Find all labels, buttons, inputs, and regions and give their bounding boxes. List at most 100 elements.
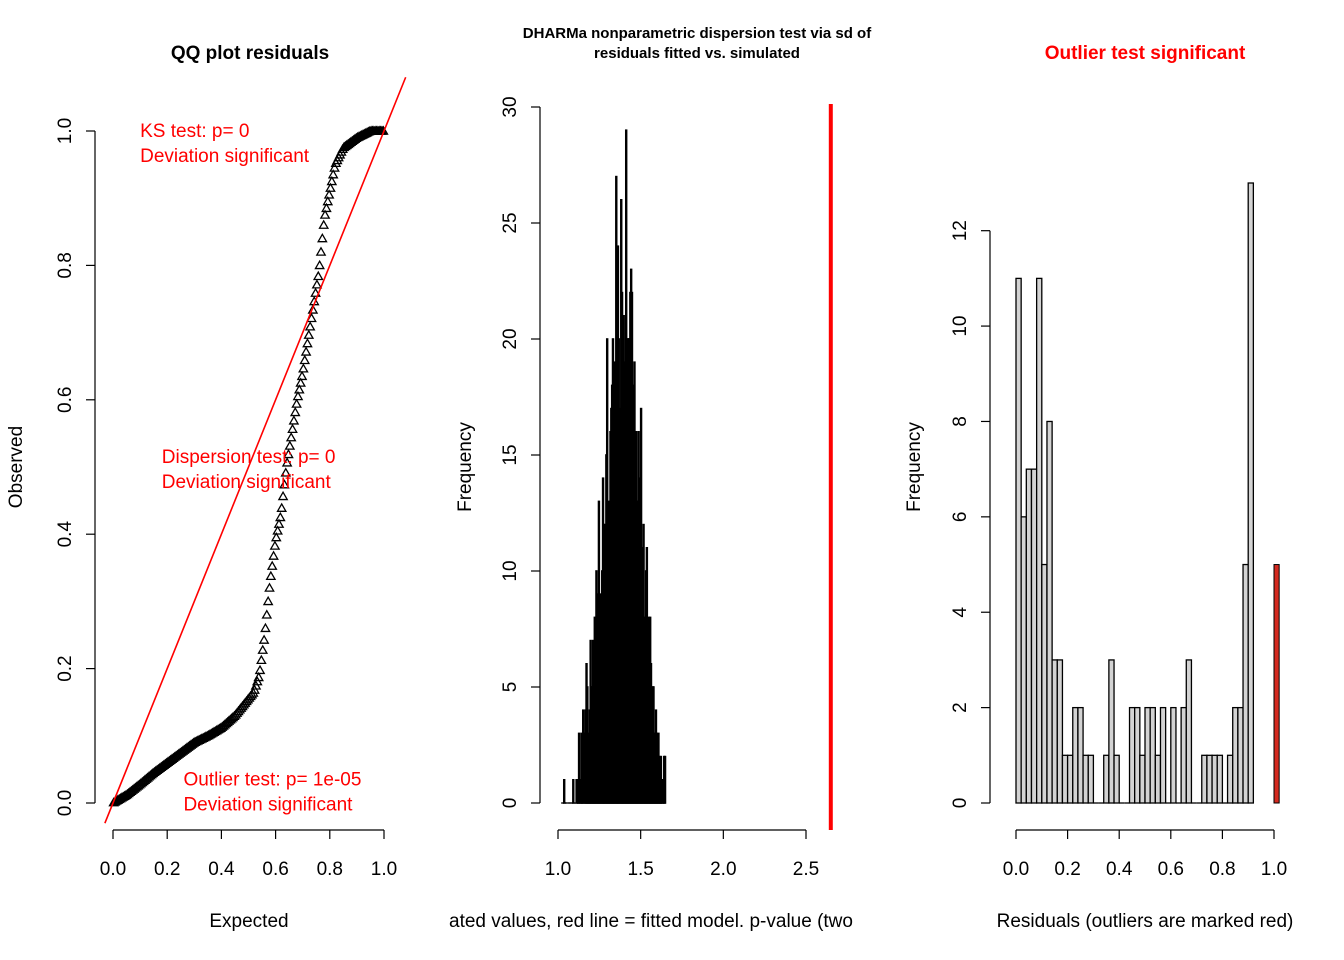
outlier-bar bbox=[1232, 706, 1239, 804]
qq-point bbox=[292, 390, 304, 401]
qq-point bbox=[310, 287, 321, 297]
dispersion-title-line-1: DHARMa nonparametric dispersion test via… bbox=[523, 25, 872, 42]
outlier-bar bbox=[1216, 754, 1224, 804]
qq-point bbox=[268, 550, 279, 560]
outlier-bar bbox=[1206, 754, 1213, 804]
dispersion-bar bbox=[572, 778, 575, 804]
outlier-bar bbox=[1072, 706, 1079, 804]
outlier-bar bbox=[1211, 754, 1218, 804]
qq-annotation-text: Deviation significant bbox=[162, 472, 332, 493]
qq-point bbox=[300, 346, 312, 356]
outlier-bar bbox=[1242, 563, 1249, 804]
qq-y-tick-label: 0.2 bbox=[55, 655, 76, 681]
dispersion-bar bbox=[581, 709, 585, 804]
qq-point bbox=[273, 518, 285, 528]
qq-point bbox=[265, 570, 277, 580]
qq-point bbox=[318, 219, 330, 229]
dispersion-x-label: ated values, red line = fitted model. p-… bbox=[449, 911, 853, 932]
outlier-bar bbox=[1056, 659, 1064, 804]
dispersion-bar bbox=[661, 778, 664, 804]
dispersion-x-tick-label: 2.5 bbox=[793, 859, 819, 880]
dispersion-x-axis: 1.0 1.5 2.0 2.5 bbox=[545, 829, 819, 880]
dispersion-y-axis: 0 5 10 15 20 25 30 bbox=[500, 96, 541, 808]
outlier-y-tick-label: 2 bbox=[950, 702, 971, 713]
outlier-y-tick-label: 12 bbox=[950, 220, 971, 241]
outlier-bar bbox=[1170, 706, 1177, 804]
dispersion-y-tick-label: 15 bbox=[500, 444, 521, 465]
outlier-bar bbox=[1139, 754, 1146, 804]
outlier-bar bbox=[1103, 754, 1110, 804]
outlier-bar bbox=[1035, 277, 1043, 804]
outlier-histogram-panel: Outlier test significant 0.0 0.2 0.4 0.6 0.8… bbox=[904, 43, 1293, 932]
outlier-bar bbox=[1247, 182, 1255, 804]
qq-point bbox=[296, 370, 308, 381]
qq-plot-y-label: Observed bbox=[6, 426, 27, 508]
qq-point bbox=[287, 423, 298, 434]
qq-point bbox=[253, 671, 264, 682]
qq-reference-line bbox=[104, 76, 407, 824]
outlier-bar bbox=[1066, 754, 1074, 804]
qq-point bbox=[289, 406, 301, 417]
outlier-bar bbox=[1041, 563, 1048, 804]
qq-point bbox=[298, 363, 309, 373]
qq-point bbox=[262, 595, 274, 606]
qq-plot-title: QQ plot residuals bbox=[171, 43, 329, 64]
qq-point bbox=[256, 654, 267, 664]
outlier-y-axis: 0 2 4 6 8 10 12 bbox=[950, 220, 991, 808]
outlier-bar bbox=[1082, 754, 1089, 804]
qq-point bbox=[315, 246, 327, 256]
dispersion-y-tick-label: 5 bbox=[500, 682, 521, 693]
outlier-bar bbox=[1159, 706, 1167, 804]
qq-y-tick-label: 1.0 bbox=[55, 118, 76, 144]
outlier-bar bbox=[1180, 706, 1187, 804]
qq-point bbox=[293, 384, 305, 394]
qq-annotation-text: Outlier test: p= 1e-05 bbox=[183, 769, 361, 790]
qq-point bbox=[295, 377, 306, 387]
outlier-bar bbox=[1185, 659, 1193, 804]
qq-point bbox=[283, 448, 294, 459]
outlier-bar bbox=[1051, 659, 1058, 804]
outlier-y-tick-label: 10 bbox=[950, 316, 971, 337]
outlier-bar bbox=[1149, 706, 1156, 804]
qq-point bbox=[258, 634, 270, 644]
qq-point bbox=[304, 321, 316, 331]
qq-annotation-text: Deviation significant bbox=[140, 146, 310, 167]
outlier-y-label: Frequency bbox=[904, 422, 925, 512]
outlier-bar bbox=[1077, 706, 1084, 804]
outlier-title: Outlier test significant bbox=[1045, 43, 1246, 64]
outlier-x-tick-label: 0.2 bbox=[1054, 859, 1080, 880]
dispersion-y-tick-label: 10 bbox=[500, 560, 521, 581]
qq-point bbox=[302, 338, 313, 348]
qq-point bbox=[321, 202, 332, 213]
dispersion-y-tick-label: 30 bbox=[500, 96, 521, 117]
qq-point bbox=[276, 502, 288, 512]
outlier-y-tick-label: 6 bbox=[950, 512, 971, 523]
qq-y-tick-label: 0.0 bbox=[55, 790, 76, 816]
outlier-x-tick-label: 0.4 bbox=[1106, 859, 1133, 880]
outlier-bar-flagged bbox=[1273, 564, 1280, 804]
qq-point bbox=[266, 560, 278, 570]
qq-plot-y-axis: 0.0 0.2 0.4 0.6 0.8 1.0 bbox=[55, 118, 96, 816]
qq-x-tick-label: 0.2 bbox=[154, 859, 180, 880]
outlier-y-tick-label: 8 bbox=[950, 416, 971, 427]
outlier-histogram-bars bbox=[1015, 182, 1280, 804]
qq-plot-points bbox=[108, 125, 389, 807]
qq-point bbox=[303, 329, 315, 339]
qq-point bbox=[299, 354, 311, 365]
qq-point bbox=[329, 162, 340, 172]
qq-point bbox=[311, 279, 323, 289]
dispersion-x-label-clip: ated values, red line = fitted model. p-… bbox=[449, 911, 853, 932]
qq-point bbox=[291, 398, 302, 408]
outlier-bar bbox=[1154, 754, 1162, 804]
qq-annotation-text: Deviation significant bbox=[183, 794, 353, 815]
qq-point bbox=[254, 664, 266, 675]
qq-point bbox=[257, 644, 269, 654]
dispersion-y-tick-label: 25 bbox=[500, 212, 521, 233]
dispersion-bar bbox=[577, 732, 581, 804]
outlier-bar bbox=[1108, 659, 1115, 804]
qq-point bbox=[284, 440, 296, 450]
qq-y-tick-label: 0.6 bbox=[55, 387, 76, 413]
qq-plot-panel: QQ plot residuals 0.0 0.2 0.4 0.6 0.8 1.0 0.0… bbox=[6, 43, 407, 932]
qq-x-tick-label: 1.0 bbox=[371, 859, 397, 880]
